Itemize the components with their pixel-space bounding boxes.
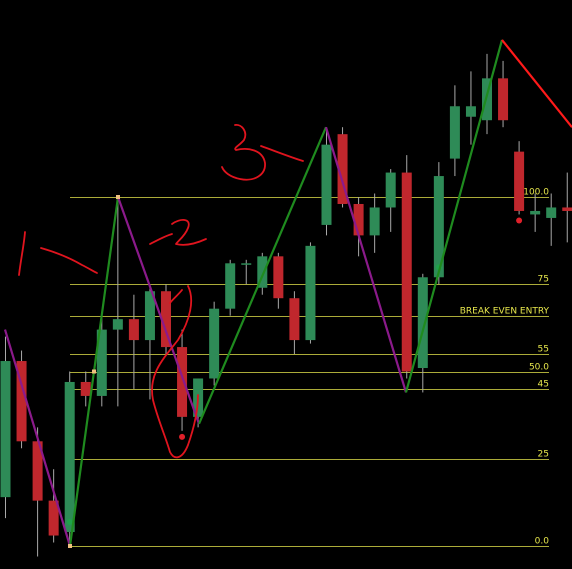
candle-body <box>96 329 107 396</box>
zigzag-segment-2 <box>116 196 201 425</box>
candle-body <box>161 291 171 348</box>
fib-label-0: 100.0 <box>523 188 549 198</box>
fib-label-2: BREAK EVEN ENTRY <box>460 307 550 317</box>
candle-body <box>64 381 75 533</box>
zigzag-lines <box>3 39 572 547</box>
zigzag-segment-0 <box>3 329 72 547</box>
signal-dot <box>516 217 523 224</box>
fib-label-7: 0.0 <box>535 537 550 547</box>
candle-body <box>112 319 123 330</box>
candle-body <box>225 263 236 309</box>
candle-body <box>546 207 557 218</box>
candle-body <box>385 172 396 208</box>
candle-body <box>530 210 541 215</box>
candle-9 <box>144 284 155 400</box>
candle-body <box>257 256 268 288</box>
candle-28 <box>449 85 460 177</box>
candle-body <box>273 256 284 299</box>
zigzag-segment-4 <box>324 126 408 393</box>
candle-24 <box>385 169 396 232</box>
fib-label-3: 55 <box>538 345 549 355</box>
candle-25 <box>401 155 412 379</box>
candle-35 <box>562 172 572 243</box>
signal-dot <box>66 519 73 526</box>
candle-4 <box>64 371 75 546</box>
candle-22 <box>353 197 364 257</box>
candle-8 <box>128 294 139 389</box>
candles <box>0 53 572 557</box>
candle-0 <box>0 336 11 519</box>
pivot-marker-1 <box>116 195 120 199</box>
candle-14 <box>225 259 236 316</box>
candle-body <box>241 263 252 265</box>
candle-body <box>353 203 364 236</box>
candle-body <box>80 381 91 396</box>
candle-body <box>482 78 492 121</box>
candle-18 <box>289 291 300 355</box>
zigzag-segment-3 <box>197 126 328 425</box>
candle-body <box>321 144 332 225</box>
candle-body <box>144 291 155 341</box>
candle-body <box>289 298 300 341</box>
candle-1 <box>16 350 27 449</box>
candle-3 <box>48 469 59 543</box>
zigzag-segment-5 <box>404 39 504 393</box>
fib-label-4: 50.0 <box>529 363 549 373</box>
candle-body <box>369 207 380 236</box>
signal-dot <box>179 433 186 440</box>
candle-13 <box>209 301 220 386</box>
candle-19 <box>305 242 316 344</box>
zigzag-segment-6 <box>501 39 572 128</box>
candle-11 <box>177 329 188 440</box>
candle-5 <box>80 371 91 407</box>
candle-23 <box>369 193 380 253</box>
candle-body <box>498 78 509 121</box>
candle-15 <box>241 259 252 285</box>
fib-label-5: 45 <box>538 380 549 390</box>
candle-32 <box>514 141 525 224</box>
candle-7 <box>112 197 123 407</box>
candle-20 <box>321 127 332 236</box>
fib-label-6: 25 <box>538 450 549 460</box>
candle-33 <box>530 193 541 232</box>
candle-body <box>449 106 460 159</box>
annotation-number-3 <box>221 124 304 181</box>
candle-body <box>514 151 525 211</box>
candle-body <box>177 347 188 417</box>
candle-21 <box>337 127 348 208</box>
candle-body <box>337 134 348 204</box>
candle-body <box>562 207 572 211</box>
candle-body <box>433 176 444 278</box>
candle-27 <box>433 162 444 285</box>
fib-label-1: 75 <box>538 275 549 285</box>
candle-body <box>305 245 316 341</box>
candle-2 <box>32 427 43 557</box>
pivot-marker-2 <box>92 369 96 374</box>
hand-drawn-annotations <box>18 124 304 459</box>
candle-10 <box>161 284 171 355</box>
candle-body <box>0 361 11 498</box>
candle-body <box>401 172 412 372</box>
candle-17 <box>273 252 284 309</box>
candle-body <box>32 441 43 501</box>
annotation-loop <box>151 285 199 459</box>
candle-body <box>48 500 59 536</box>
candle-body <box>417 277 428 369</box>
candle-body <box>209 308 220 379</box>
candle-body <box>16 361 27 442</box>
annotation-number-2 <box>149 219 207 246</box>
pivot-marker-0 <box>68 544 72 548</box>
pivot-markers <box>68 195 120 548</box>
candle-29 <box>465 71 476 145</box>
candle-body <box>465 106 476 117</box>
annotation-bracket-1 <box>18 231 98 276</box>
candle-31 <box>498 60 509 128</box>
candle-6 <box>96 312 107 407</box>
candle-34 <box>546 193 557 246</box>
candle-body <box>128 319 139 341</box>
